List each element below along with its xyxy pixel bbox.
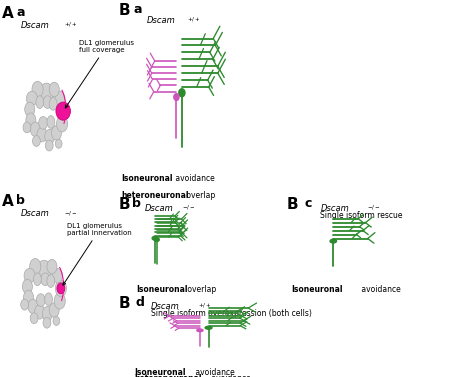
Ellipse shape bbox=[37, 127, 47, 142]
Circle shape bbox=[330, 239, 337, 243]
Circle shape bbox=[174, 93, 179, 100]
Text: $^{-/-}$: $^{-/-}$ bbox=[365, 204, 381, 216]
Text: DL1 glomerulus
full coverage: DL1 glomerulus full coverage bbox=[65, 40, 134, 108]
Ellipse shape bbox=[23, 122, 31, 133]
Text: avoidance: avoidance bbox=[192, 368, 234, 377]
Text: Dscam: Dscam bbox=[151, 302, 179, 311]
Ellipse shape bbox=[33, 136, 40, 146]
Text: Dscam: Dscam bbox=[320, 204, 349, 213]
Ellipse shape bbox=[45, 293, 53, 305]
Text: Isoneuronal: Isoneuronal bbox=[135, 368, 186, 377]
Text: d: d bbox=[136, 296, 145, 309]
Ellipse shape bbox=[49, 98, 57, 110]
Ellipse shape bbox=[36, 96, 44, 109]
Ellipse shape bbox=[22, 279, 32, 294]
Ellipse shape bbox=[46, 140, 53, 151]
Text: $^{+/+}$: $^{+/+}$ bbox=[196, 302, 212, 314]
Text: avoidance: avoidance bbox=[173, 174, 215, 183]
Ellipse shape bbox=[21, 299, 28, 310]
Text: avoidance: avoidance bbox=[359, 285, 401, 294]
Text: heteroneuronal: heteroneuronal bbox=[135, 374, 202, 377]
Text: b: b bbox=[16, 194, 25, 207]
Text: Isoneuronal: Isoneuronal bbox=[137, 285, 188, 294]
Ellipse shape bbox=[37, 260, 51, 280]
Text: a: a bbox=[16, 6, 25, 18]
Ellipse shape bbox=[57, 283, 65, 294]
Ellipse shape bbox=[36, 294, 45, 307]
Text: heteroneuronal: heteroneuronal bbox=[122, 191, 189, 200]
Text: Dscam: Dscam bbox=[147, 16, 175, 25]
Ellipse shape bbox=[30, 259, 41, 275]
Circle shape bbox=[154, 238, 159, 241]
Ellipse shape bbox=[49, 303, 59, 317]
Ellipse shape bbox=[45, 129, 55, 144]
Text: B: B bbox=[118, 198, 130, 213]
Ellipse shape bbox=[47, 116, 55, 128]
Text: A: A bbox=[2, 6, 14, 21]
Ellipse shape bbox=[39, 116, 47, 129]
Text: DL1 glomerulus
partial innervation: DL1 glomerulus partial innervation bbox=[63, 223, 132, 285]
Ellipse shape bbox=[30, 122, 40, 136]
Ellipse shape bbox=[39, 83, 54, 103]
Text: Dscam: Dscam bbox=[145, 204, 173, 213]
Text: $^{+/+}$: $^{+/+}$ bbox=[62, 21, 77, 33]
Ellipse shape bbox=[27, 91, 37, 106]
Ellipse shape bbox=[43, 317, 51, 328]
Ellipse shape bbox=[49, 82, 59, 97]
Ellipse shape bbox=[56, 102, 71, 120]
Circle shape bbox=[205, 326, 212, 329]
Ellipse shape bbox=[26, 113, 36, 127]
Text: B: B bbox=[118, 296, 130, 311]
Ellipse shape bbox=[55, 280, 66, 296]
Text: A: A bbox=[2, 194, 14, 209]
Text: Dscam: Dscam bbox=[21, 209, 50, 218]
Ellipse shape bbox=[47, 259, 57, 274]
Text: $^{-/-}$: $^{-/-}$ bbox=[180, 204, 196, 216]
Ellipse shape bbox=[35, 305, 45, 319]
Text: overlap: overlap bbox=[185, 285, 217, 294]
Ellipse shape bbox=[43, 96, 52, 109]
Ellipse shape bbox=[28, 299, 38, 314]
Text: Isoneuronal: Isoneuronal bbox=[122, 174, 173, 183]
Ellipse shape bbox=[52, 126, 62, 140]
Ellipse shape bbox=[47, 275, 55, 287]
Circle shape bbox=[179, 89, 185, 97]
Ellipse shape bbox=[30, 313, 38, 323]
Text: avoidance: avoidance bbox=[209, 374, 250, 377]
Ellipse shape bbox=[43, 307, 53, 321]
Ellipse shape bbox=[53, 316, 60, 325]
Ellipse shape bbox=[34, 273, 41, 286]
Ellipse shape bbox=[58, 103, 69, 119]
Ellipse shape bbox=[24, 290, 34, 305]
Text: Single isoform rescue: Single isoform rescue bbox=[320, 211, 403, 220]
Text: overlap: overlap bbox=[184, 191, 215, 200]
Text: B: B bbox=[118, 3, 130, 18]
Ellipse shape bbox=[54, 293, 65, 309]
Text: $^{+/+}$: $^{+/+}$ bbox=[185, 16, 201, 28]
Text: a: a bbox=[134, 3, 142, 16]
Ellipse shape bbox=[53, 268, 63, 283]
Ellipse shape bbox=[24, 268, 35, 283]
Ellipse shape bbox=[55, 139, 62, 148]
Text: c: c bbox=[305, 198, 312, 210]
Text: B: B bbox=[287, 198, 299, 213]
Text: $^{-/-}$: $^{-/-}$ bbox=[62, 209, 77, 222]
Ellipse shape bbox=[25, 102, 35, 116]
Text: b: b bbox=[132, 198, 141, 210]
Text: Single isoform overexpression (both cells): Single isoform overexpression (both cell… bbox=[151, 308, 311, 317]
Ellipse shape bbox=[32, 81, 43, 98]
Circle shape bbox=[152, 236, 157, 240]
Ellipse shape bbox=[56, 116, 68, 132]
Circle shape bbox=[197, 329, 203, 332]
Text: Isoneuronal: Isoneuronal bbox=[291, 285, 342, 294]
Ellipse shape bbox=[55, 91, 65, 106]
Text: Dscam: Dscam bbox=[21, 21, 50, 30]
Ellipse shape bbox=[41, 273, 50, 286]
